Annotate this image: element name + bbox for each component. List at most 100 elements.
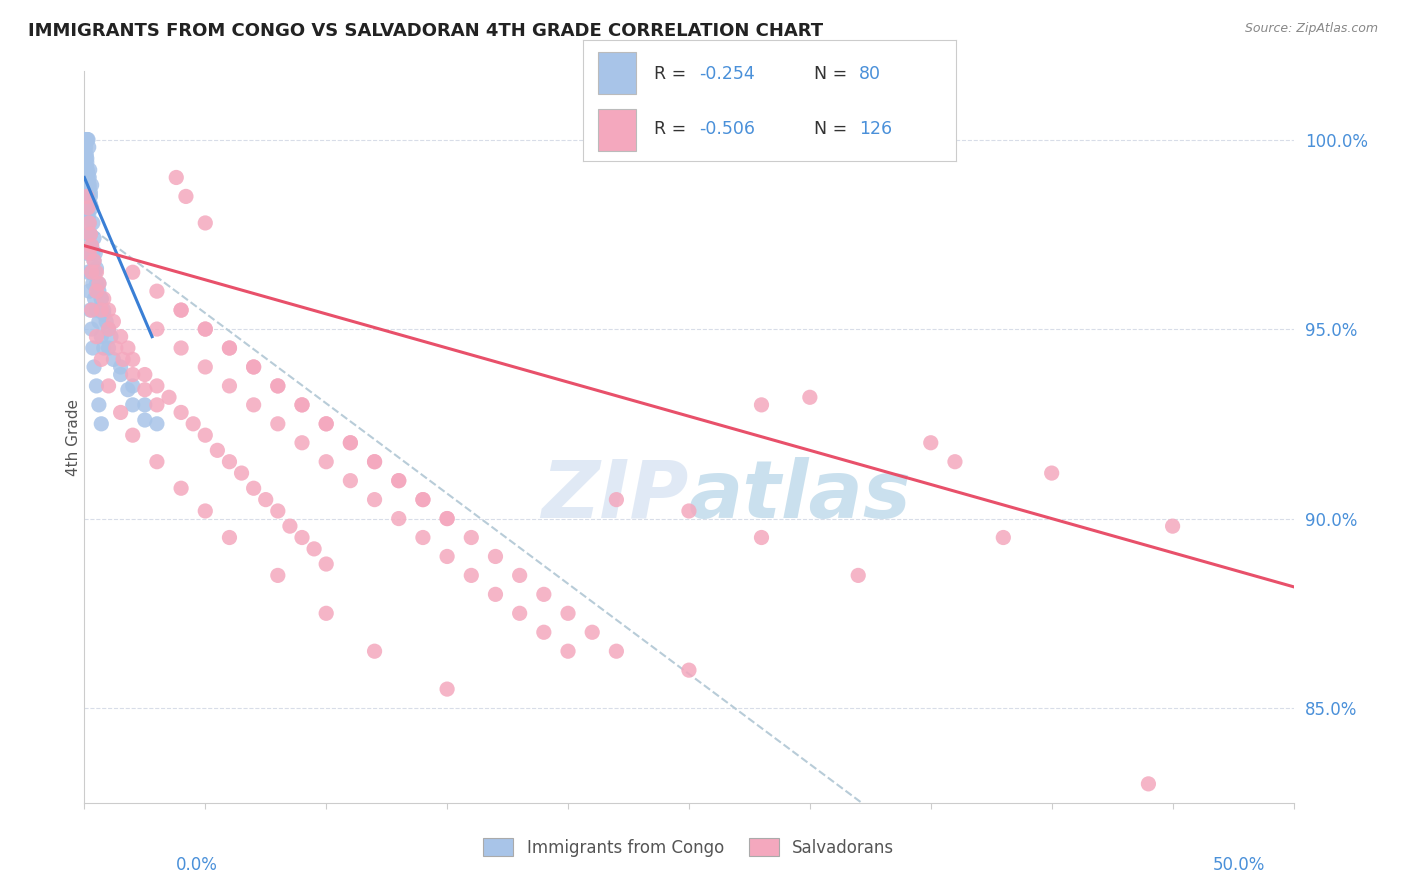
- Point: [77, 132, 100, 146]
- Point: [315, 607, 337, 621]
- Text: R =: R =: [654, 65, 692, 83]
- Point: [1040, 466, 1063, 480]
- Point: [146, 284, 169, 298]
- Point: [94, 314, 117, 328]
- Point: [170, 303, 193, 318]
- Point: [86, 329, 108, 343]
- Text: atlas: atlas: [689, 457, 911, 534]
- Point: [86, 379, 108, 393]
- Point: [363, 492, 385, 507]
- Point: [315, 455, 337, 469]
- Point: [194, 359, 217, 374]
- Point: [267, 568, 290, 582]
- Point: [80, 178, 103, 192]
- Point: [80, 265, 103, 279]
- Point: [97, 322, 120, 336]
- Point: [90, 352, 112, 367]
- Point: [82, 246, 104, 260]
- Point: [242, 359, 264, 374]
- Text: 126: 126: [859, 120, 893, 138]
- Point: [80, 265, 103, 279]
- Point: [90, 417, 112, 431]
- Point: [76, 152, 98, 166]
- Point: [86, 303, 108, 318]
- Point: [117, 341, 139, 355]
- Point: [218, 341, 240, 355]
- Text: -0.506: -0.506: [699, 120, 755, 138]
- Point: [93, 341, 115, 355]
- Point: [110, 368, 132, 382]
- Point: [76, 162, 98, 177]
- Point: [80, 238, 103, 252]
- Point: [97, 322, 120, 336]
- Point: [194, 322, 217, 336]
- Point: [110, 405, 132, 419]
- Text: IMMIGRANTS FROM CONGO VS SALVADORAN 4TH GRADE CORRELATION CHART: IMMIGRANTS FROM CONGO VS SALVADORAN 4TH …: [28, 22, 824, 40]
- Point: [170, 341, 193, 355]
- Point: [79, 246, 101, 260]
- Point: [363, 455, 385, 469]
- Point: [146, 417, 169, 431]
- Point: [110, 359, 132, 374]
- Point: [79, 186, 101, 200]
- Point: [799, 390, 821, 404]
- Point: [121, 352, 143, 367]
- Point: [121, 379, 143, 393]
- Point: [460, 531, 482, 545]
- Point: [605, 644, 627, 658]
- Point: [339, 474, 361, 488]
- Point: [388, 474, 411, 488]
- Point: [254, 492, 277, 507]
- Point: [75, 152, 97, 166]
- Point: [77, 246, 100, 260]
- Point: [170, 303, 193, 318]
- Point: [121, 398, 143, 412]
- Point: [87, 398, 110, 412]
- Point: [77, 208, 100, 222]
- Point: [75, 132, 97, 146]
- Point: [76, 208, 98, 222]
- Point: [82, 277, 104, 291]
- Point: [339, 435, 361, 450]
- Point: [267, 379, 290, 393]
- Point: [412, 492, 434, 507]
- Point: [121, 265, 143, 279]
- Text: Source: ZipAtlas.com: Source: ZipAtlas.com: [1244, 22, 1378, 36]
- Point: [920, 435, 942, 450]
- Point: [117, 383, 139, 397]
- Point: [218, 455, 240, 469]
- Point: [80, 303, 103, 318]
- Point: [146, 379, 169, 393]
- Point: [90, 329, 112, 343]
- Point: [174, 189, 197, 203]
- Point: [207, 443, 229, 458]
- Point: [231, 466, 253, 480]
- Point: [86, 284, 108, 298]
- Point: [80, 201, 103, 215]
- Point: [79, 197, 101, 211]
- Point: [93, 307, 115, 321]
- Text: 0.0%: 0.0%: [176, 856, 218, 874]
- Point: [993, 531, 1015, 545]
- Point: [278, 519, 301, 533]
- Point: [315, 417, 337, 431]
- Point: [267, 504, 290, 518]
- Point: [581, 625, 603, 640]
- Text: N =: N =: [814, 65, 853, 83]
- Point: [533, 625, 555, 640]
- Point: [77, 140, 100, 154]
- Point: [112, 352, 135, 367]
- Point: [110, 329, 132, 343]
- Point: [90, 292, 112, 306]
- Point: [678, 504, 700, 518]
- Point: [291, 398, 314, 412]
- Point: [533, 587, 555, 601]
- Point: [605, 492, 627, 507]
- Text: N =: N =: [814, 120, 853, 138]
- Point: [76, 132, 98, 146]
- Point: [181, 417, 204, 431]
- Point: [242, 359, 264, 374]
- Point: [291, 398, 314, 412]
- Point: [83, 359, 105, 374]
- Point: [79, 303, 101, 318]
